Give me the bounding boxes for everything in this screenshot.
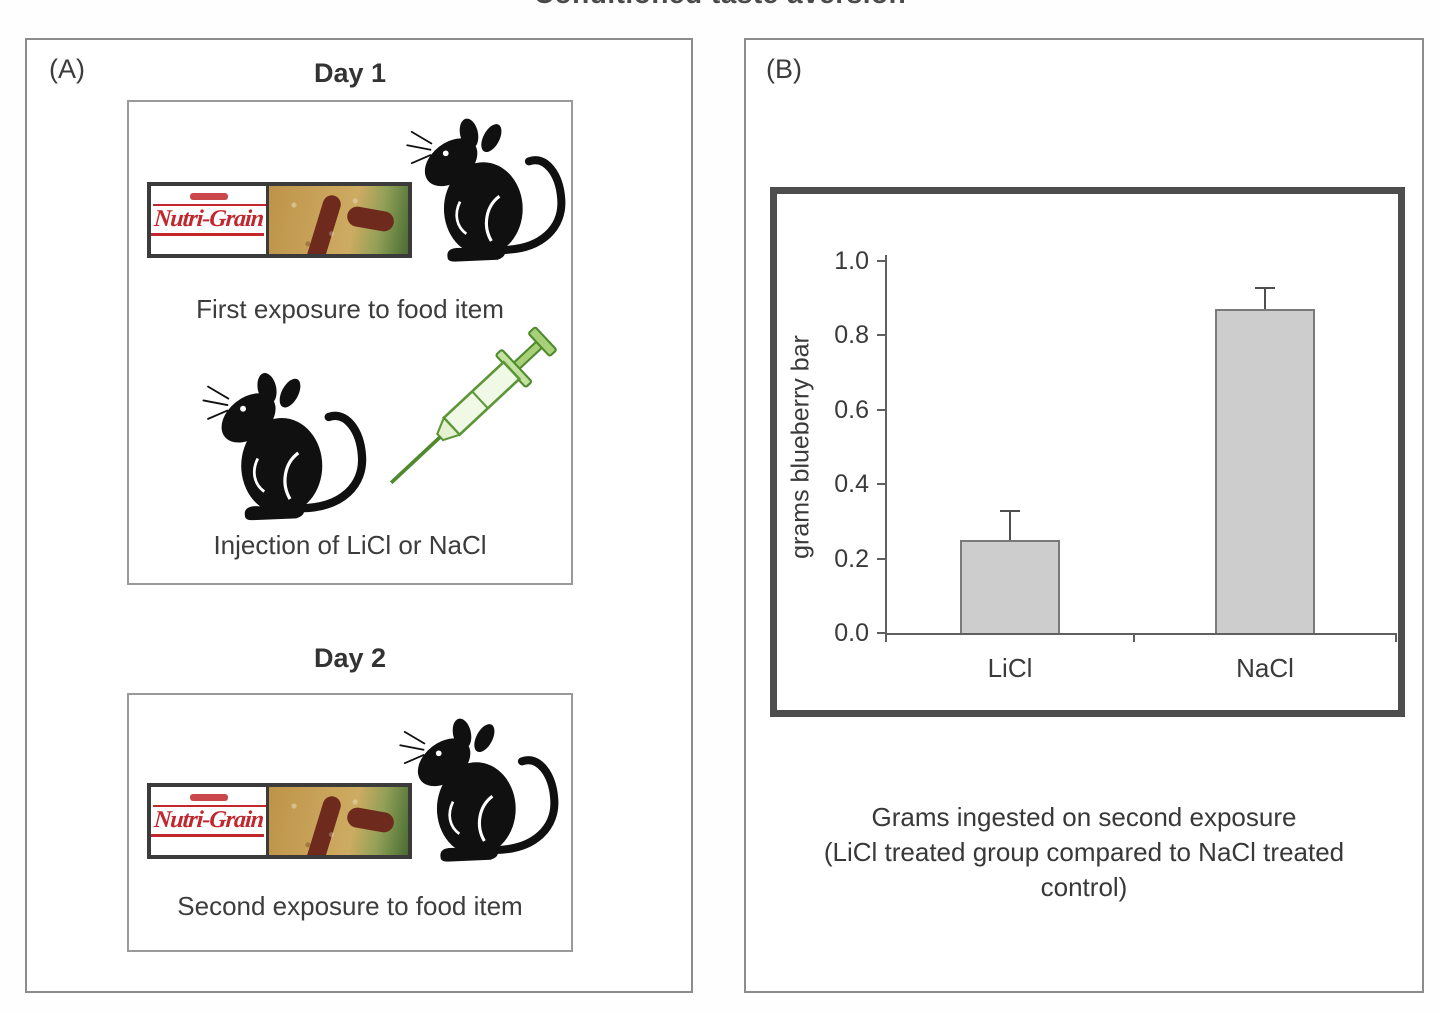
y-tick [877,483,886,486]
chart-caption-line3: control) [1040,872,1128,902]
rat-icon [394,710,564,870]
figure-title: Conditioned taste aversion [0,0,1440,10]
crumb-texture [269,787,408,855]
panel-b-label: (B) [766,54,802,84]
first-exposure-caption: First exposure to food item [196,294,504,324]
kelloggs-mark-icon [190,794,229,801]
error-bar-stem [1009,510,1011,540]
second-exposure-caption: Second exposure to food item [177,891,523,921]
x-tick [1133,633,1135,642]
y-tick [877,557,886,560]
panel-a: (A) Day 1 Nutri-Grain First exposure to … [25,38,693,993]
panel-b: (B) 0.0 0.2 0.4 0.6 0.8 1.0 grams blueberry b… [744,38,1424,993]
syringe-icon [365,314,570,511]
panel-a-label: (A) [49,54,85,84]
day2-heading: Day 2 [313,643,387,673]
x-axis [885,633,1397,635]
rat-icon [401,110,571,270]
chart-caption-line1: Grams ingested on second exposure [871,802,1297,832]
y-tick-label: 0.4 [834,470,869,499]
nutrigrain-label: Nutri-Grain [150,787,270,855]
nutrigrain-bar-image: Nutri-Grain [147,783,412,859]
y-tick [877,632,886,634]
crumb-texture [269,186,408,254]
y-tick-label: 0.8 [834,321,869,350]
bar-licl [960,540,1060,633]
day1-box: Nutri-Grain First exposure to food item … [127,100,573,585]
nutrigrain-bar-photo [269,186,408,254]
y-axis-label: grams blueberry bar [786,335,815,559]
nutrigrain-brand-text: Nutri-Grain [150,805,267,837]
x-tick [1395,633,1397,642]
nutrigrain-label: Nutri-Grain [150,186,270,254]
y-tick [877,334,886,337]
injection-caption: Injection of LiCl or NaCl [213,530,487,560]
day1-heading: Day 1 [313,58,387,88]
error-bar-licl [1000,510,1020,540]
chart-caption-line2: (LiCl treated group compared to NaCl tre… [823,837,1345,867]
plot-area: 0.0 0.2 0.4 0.6 0.8 1.0 grams blueberry bar L… [787,247,1397,683]
y-tick-label: 1.0 [834,247,869,275]
x-category-licl: LiCl [987,653,1033,683]
error-bar-stem [1264,287,1266,310]
y-tick [877,408,886,411]
x-category-nacl: NaCl [1236,653,1294,683]
kelloggs-mark-icon [190,193,229,200]
y-tick [877,260,886,262]
bar-nacl [1215,309,1315,633]
nutrigrain-bar-photo [269,787,408,855]
y-axis [885,255,887,642]
y-tick-label: 0.2 [834,544,869,573]
y-tick-label: 0.0 [834,619,869,647]
y-tick-label: 0.6 [834,395,869,424]
chart-caption: Grams ingested on second exposure (LiCl … [781,800,1387,905]
nutrigrain-brand-text: Nutri-Grain [150,204,267,236]
bar-chart: 0.0 0.2 0.4 0.6 0.8 1.0 grams blueberry bar L… [770,187,1405,717]
nutrigrain-bar-image: Nutri-Grain [147,182,412,258]
error-bar-nacl [1255,287,1275,310]
rat-icon [197,364,372,529]
day2-box: Nutri-Grain Second exposure to food item [127,693,573,952]
